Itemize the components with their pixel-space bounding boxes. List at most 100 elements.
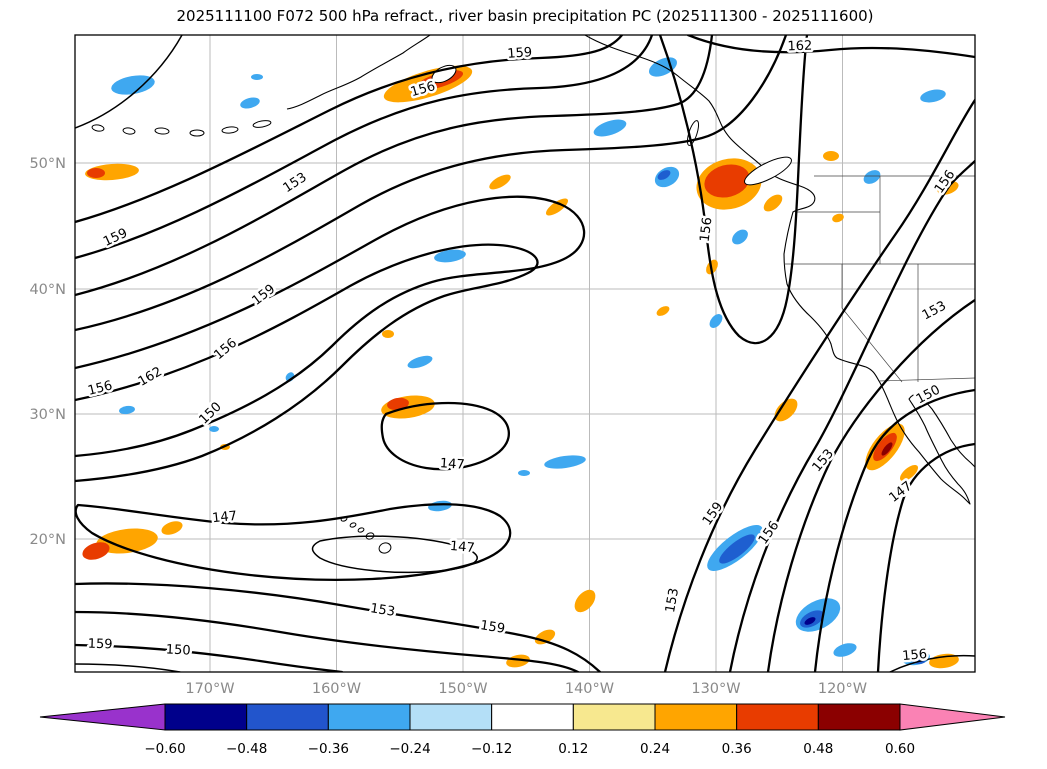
contour-line bbox=[75, 35, 788, 332]
colorbar-segment bbox=[246, 703, 329, 731]
contour-line bbox=[311, 535, 478, 574]
shaded-anomaly-patch bbox=[774, 398, 798, 422]
shaded-anomaly-patch bbox=[96, 528, 158, 554]
shaded-anomaly-patch bbox=[382, 330, 394, 338]
shaded-anomaly-patch bbox=[881, 442, 893, 456]
colorbar-segment bbox=[164, 703, 248, 731]
vancouver-island bbox=[744, 156, 792, 186]
aleutian-island bbox=[252, 120, 272, 128]
contour-line bbox=[75, 610, 580, 672]
colorbar-segment bbox=[409, 703, 493, 731]
shaded-anomaly-patch bbox=[709, 314, 723, 328]
contour-label: 156 bbox=[756, 519, 783, 548]
contour-label: 159 bbox=[87, 637, 112, 653]
contour-line bbox=[728, 159, 975, 672]
shaded-anomaly-patch bbox=[428, 500, 452, 512]
y-axis-tick-label: 40°N bbox=[29, 282, 66, 298]
contour-label: 150 bbox=[196, 399, 224, 427]
contour-label: 159 bbox=[700, 500, 727, 529]
x-axis-tick-label: 120°W bbox=[818, 681, 867, 697]
contour-label: 153 bbox=[920, 298, 949, 323]
colorbar-tick-label: 0.24 bbox=[640, 741, 670, 757]
colorbar-tick-label: 0.36 bbox=[722, 741, 752, 757]
colorbar-tick-label: −0.12 bbox=[471, 741, 512, 757]
contour-layer bbox=[75, 35, 975, 672]
colorbar-tick-label: 0.12 bbox=[558, 741, 588, 757]
shaded-anomaly-patch bbox=[929, 653, 959, 669]
contour-label: 159 bbox=[479, 618, 506, 637]
contour-line bbox=[663, 98, 975, 672]
shaded-anomaly-patch bbox=[407, 355, 433, 369]
y-axis-tick-label: 30°N bbox=[29, 407, 66, 423]
contour-line bbox=[876, 442, 975, 672]
colorbar-tick-label: −0.48 bbox=[226, 741, 267, 757]
contour-label: 156 bbox=[698, 216, 716, 242]
hawaiian-island bbox=[349, 522, 357, 528]
contour-line bbox=[889, 654, 975, 672]
shaded-anomaly-patch bbox=[657, 170, 671, 180]
contour-label: 156 bbox=[211, 336, 240, 363]
colorbar-segment bbox=[572, 703, 656, 731]
contour-line bbox=[75, 663, 181, 672]
shaded-anomaly-patch bbox=[87, 168, 105, 178]
shaded-anomaly-patch bbox=[863, 170, 881, 184]
shaded-anomaly-patch bbox=[823, 151, 839, 161]
contour-line bbox=[75, 35, 654, 260]
aleutian-island bbox=[122, 127, 136, 135]
contour-label: 162 bbox=[136, 364, 165, 389]
colorbar-tick-label: −0.60 bbox=[144, 741, 185, 757]
contour-line bbox=[686, 35, 975, 59]
shaded-anomaly-patch bbox=[833, 643, 857, 657]
contour-line bbox=[380, 401, 510, 471]
shaded-anomaly-patch bbox=[251, 74, 263, 80]
shaded-anomaly-patch bbox=[804, 617, 816, 625]
contour-line bbox=[75, 35, 714, 297]
shaded-anomaly-patch bbox=[434, 249, 466, 263]
shaded-anomaly-patch bbox=[544, 455, 586, 469]
colorbar-left-arrow bbox=[39, 703, 166, 731]
hawaiian-island bbox=[357, 527, 365, 533]
shaded-anomaly-patch bbox=[209, 426, 219, 432]
contour-label: 156 bbox=[86, 378, 114, 399]
colorbar: −0.60 −0.48 −0.36 −0.24 −0.12 0.12 0.24 0.36 0.4… bbox=[39, 703, 1006, 757]
shaded-anomaly-patch bbox=[656, 306, 670, 316]
colorbar-tick-label: −0.36 bbox=[308, 741, 349, 757]
contour-line bbox=[75, 643, 344, 672]
shaded-anomaly-patch bbox=[920, 89, 946, 103]
contour-line bbox=[75, 195, 586, 458]
shaded-anomaly-patch bbox=[119, 405, 135, 415]
contour-label: 153 bbox=[369, 601, 396, 620]
shaded-anomaly-patch bbox=[161, 521, 183, 535]
aleutian-island bbox=[91, 124, 105, 132]
contour-line bbox=[75, 243, 539, 483]
geography-layer bbox=[91, 35, 975, 554]
contour-line bbox=[75, 35, 183, 129]
colorbar-tick-label: 0.48 bbox=[803, 741, 833, 757]
shaded-anomaly-patch bbox=[574, 589, 596, 613]
contour-line bbox=[75, 582, 602, 672]
shaded-anomaly-patch bbox=[899, 464, 919, 482]
contour-line bbox=[658, 35, 809, 345]
shaded-anomaly-patch bbox=[489, 174, 511, 190]
colorbar-segment bbox=[654, 703, 738, 731]
contour-label: 150 bbox=[165, 642, 191, 658]
shaded-anomaly-patch bbox=[732, 229, 748, 245]
contour-label: 162 bbox=[787, 39, 812, 55]
shaded-anomaly-patch bbox=[111, 75, 155, 95]
shaded-anomaly-patch bbox=[240, 97, 260, 109]
colorbar-tick-label: −0.24 bbox=[389, 741, 430, 757]
shaded-anomaly-patch bbox=[593, 119, 627, 137]
state-borders bbox=[784, 175, 975, 383]
x-axis-tick-label: 170°W bbox=[185, 681, 234, 697]
shaded-anomaly-patch bbox=[763, 194, 783, 212]
shaded-anomaly-patch bbox=[387, 397, 409, 411]
contour-label: 159 bbox=[507, 45, 533, 62]
aleutian-island bbox=[221, 126, 239, 134]
contour-line bbox=[75, 503, 512, 582]
contour-label: 153 bbox=[663, 587, 682, 614]
x-axis-tick-label: 150°W bbox=[438, 681, 487, 697]
shading-layer bbox=[82, 57, 959, 669]
contour-line bbox=[766, 298, 975, 672]
